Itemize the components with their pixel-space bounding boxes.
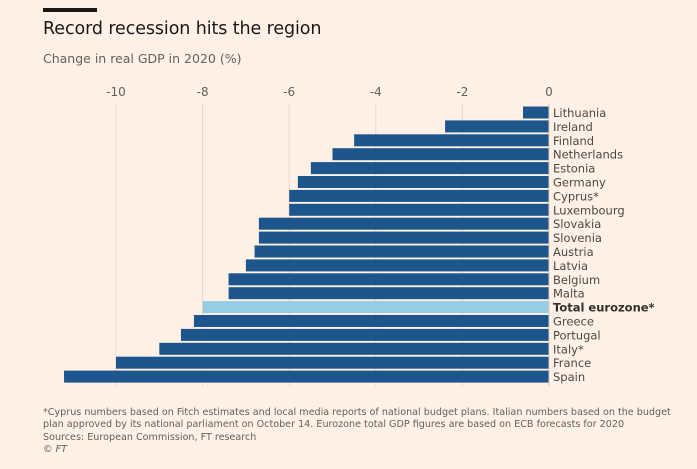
bar [445,120,549,133]
x-tick-label: 0 [545,85,553,99]
category-label: Greece [553,315,594,329]
category-label: France [553,356,591,370]
bar [228,273,549,286]
category-label: Total eurozone* [553,301,655,315]
x-axis-ticks: -10 -8 -6 -4 -2 0 [106,85,553,99]
sources-note: Sources: European Commission, FT researc… [43,431,257,443]
bar [180,328,549,341]
category-label: Slovenia [553,231,602,245]
bar [332,148,549,161]
category-label: Estonia [553,162,595,176]
bar [254,245,549,258]
bar [159,342,550,355]
category-label: Belgium [553,273,600,287]
category-label: Germany [553,176,606,190]
category-labels: LithuaniaIrelandFinlandNetherlandsEstoni… [548,104,655,386]
bar [523,106,549,119]
bar [310,162,549,175]
bars [64,106,550,383]
footnote: *Cyprus numbers based on Fitch estimates… [43,407,693,457]
header-accent-bar [43,8,97,12]
chart-title: Record recession hits the region [43,19,322,39]
bar [116,356,549,369]
bar [245,259,549,272]
bar [258,231,549,244]
bar [289,203,549,216]
category-label: Latvia [553,259,588,273]
category-label: Luxembourg [553,203,625,217]
bar [289,189,549,202]
category-label: Austria [553,245,594,259]
category-label: Italy* [553,342,584,356]
x-tick-label: -2 [456,85,468,99]
category-label: Finland [553,134,594,148]
x-tick-label: -4 [370,85,382,99]
bar [297,176,549,188]
bar [354,134,549,147]
x-tick-label: -10 [106,85,126,99]
category-label: Spain [553,370,585,384]
category-label: Lithuania [553,106,606,120]
category-label: Ireland [553,120,593,134]
bar [228,287,549,300]
copyright: © FT [43,444,68,456]
bar-highlight [202,301,549,314]
category-label: Portugal [553,328,601,342]
bar-chart: -10 -8 -6 -4 -2 0 LithuaniaIrelandFinlandNeth… [64,85,655,386]
chart-subtitle: Change in real GDP in 2020 (%) [43,51,242,66]
bar [193,315,549,327]
category-label: Cyprus* [553,189,599,203]
category-label: Malta [553,287,585,301]
bar [258,217,549,230]
x-tick-label: -6 [283,85,295,99]
category-label: Slovakia [553,217,601,231]
category-label: Netherlands [553,148,623,162]
footnote-line-2: plan approved by its national parliament… [43,419,625,431]
x-tick-label: -8 [197,85,209,99]
bar [64,370,549,383]
footnote-line-1: *Cyprus numbers based on Fitch estimates… [43,407,671,418]
